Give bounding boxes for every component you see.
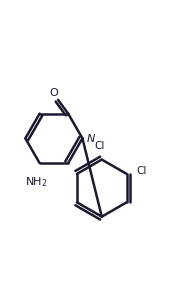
Text: N: N	[87, 134, 95, 144]
Text: Cl: Cl	[95, 141, 105, 151]
Text: Cl: Cl	[137, 166, 147, 176]
Text: O: O	[49, 88, 58, 98]
Text: NH$_2$: NH$_2$	[25, 175, 47, 189]
